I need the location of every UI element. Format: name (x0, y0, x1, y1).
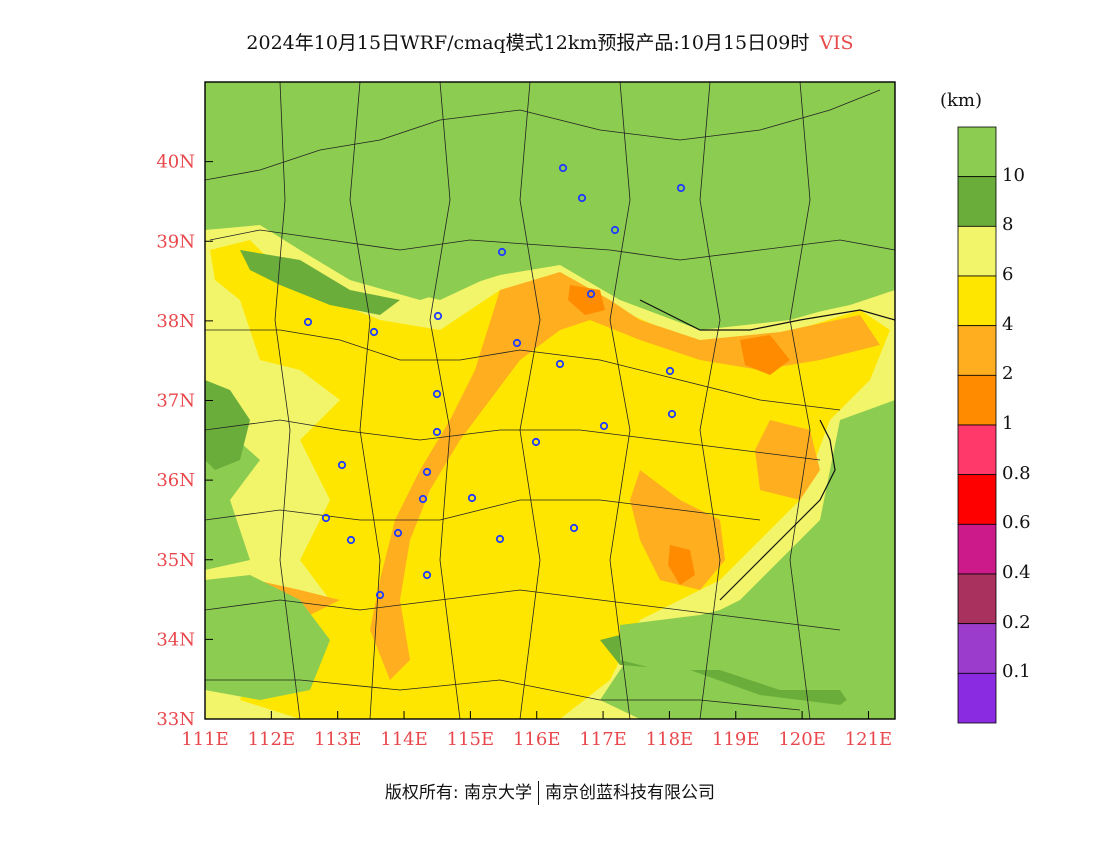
legend-tick-label: 6 (1002, 264, 1014, 285)
lat-tick-label: 37N (156, 391, 195, 412)
city-marker (577, 193, 587, 203)
city-marker (393, 528, 403, 538)
visibility-zone-10km-southwest (205, 575, 330, 700)
visibility-zone-1km (668, 545, 695, 585)
city-marker (667, 409, 677, 419)
visibility-zone-2km-east (630, 470, 725, 590)
lon-tick-label: 112E (248, 729, 296, 750)
lat-tick-label: 34N (156, 629, 195, 650)
legend-swatch (957, 126, 997, 178)
lon-tick-label: 111E (181, 729, 229, 750)
city-marker (497, 247, 507, 257)
legend-unit-label: (km) (940, 90, 983, 111)
lon-tick-label: 114E (380, 729, 428, 750)
city-marker (422, 570, 432, 580)
variable-label: VIS (819, 32, 854, 54)
legend-swatch (957, 573, 997, 625)
city-marker (418, 494, 428, 504)
legend-swatch (957, 623, 997, 674)
visibility-zone-10km-southeast (620, 500, 895, 719)
city-marker (676, 183, 686, 193)
visibility-zone-1km-east (740, 335, 790, 375)
city-marker (369, 327, 379, 337)
map-fill-layer (205, 82, 895, 719)
legend-tick-label: 0.1 (1002, 661, 1031, 683)
city-marker (512, 338, 522, 348)
visibility-zone-2km (370, 272, 880, 680)
city-marker (422, 467, 432, 477)
lon-tick-label: 121E (845, 729, 893, 750)
visibility-zone-8km-west (205, 380, 250, 470)
lon-tick-label: 119E (712, 729, 760, 750)
lat-tick-label: 40N (156, 152, 195, 173)
city-marker (432, 389, 442, 399)
legend-tick-label: 0.6 (1002, 512, 1031, 534)
lat-tick-label: 38N (156, 311, 195, 332)
visibility-zone-1km-north (568, 285, 605, 315)
copyright-left: 版权所有: 南京大学 (384, 783, 533, 803)
city-marker (375, 590, 385, 600)
lon-tick-label: 113E (314, 729, 362, 750)
legend-tick-label: 0.4 (1002, 562, 1031, 583)
lat-tick-label: 33N (156, 709, 195, 730)
city-marker (555, 359, 565, 369)
city-marker (586, 289, 596, 299)
legend-swatch (957, 225, 997, 277)
legend-tick-label: 1 (1002, 413, 1014, 434)
city-marker (610, 225, 620, 235)
legend-tick-label: 8 (1002, 214, 1014, 236)
legend-swatch (957, 672, 997, 724)
legend-tick-label: 0.2 (1002, 611, 1031, 633)
legend-tick-label: 0.8 (1002, 462, 1031, 484)
map-title: 2024年10月15日WRF/cmaq模式12km预报产品:10月15日09时 V… (0, 28, 1100, 55)
legend-tick-label: 10 (1002, 164, 1025, 186)
lon-tick-label: 120E (778, 729, 826, 750)
city-marker (433, 311, 443, 321)
legend-colorbar (957, 126, 997, 724)
legend-swatch (957, 325, 997, 376)
coastline (639, 299, 895, 601)
axis-ticks: 111E 112E 113E 114E 115E 116E 117E 118E 119E 120E… (156, 152, 892, 750)
city-marker (321, 513, 331, 523)
city-marker (432, 427, 442, 437)
legend-swatch (957, 275, 997, 327)
city-marker (558, 163, 568, 173)
legend-tick-label: 4 (1002, 313, 1014, 335)
legend-swatch (957, 374, 997, 426)
legend-swatch (957, 523, 997, 575)
city-marker (495, 534, 505, 544)
copyright-right: 南京创蓝科技有限公司 (545, 783, 716, 803)
admin-boundaries (205, 82, 895, 719)
title-text: 2024年10月15日WRF/cmaq模式12km预报产品:10月15日09时 (246, 32, 810, 54)
legend-swatch (957, 176, 997, 227)
city-marker (531, 437, 541, 447)
footer-separator (538, 781, 540, 805)
lon-tick-label: 118E (646, 729, 694, 750)
visibility-zone-2km-coast (755, 420, 820, 500)
visibility-zone-8km-north (240, 250, 400, 315)
city-marker (665, 366, 675, 376)
lon-tick-label: 116E (513, 729, 561, 750)
city-marker (346, 535, 356, 545)
legend-swatch (957, 424, 997, 476)
city-marker (337, 460, 347, 470)
city-markers (303, 163, 686, 600)
lat-tick-label: 39N (156, 231, 195, 252)
visibility-zone-10km-north (205, 82, 895, 325)
lon-tick-label: 117E (579, 729, 627, 750)
city-marker (569, 523, 579, 533)
city-marker (599, 421, 609, 431)
city-marker (467, 493, 477, 503)
city-marker (303, 317, 313, 327)
lat-tick-label: 35N (156, 550, 195, 571)
lon-tick-label: 115E (447, 729, 495, 750)
legend-swatch (957, 474, 997, 525)
legend-tick-label: 2 (1002, 363, 1014, 385)
copyright-footer: 版权所有: 南京大学 南京创蓝科技有限公司 (0, 778, 1100, 805)
lat-tick-label: 36N (156, 470, 195, 491)
